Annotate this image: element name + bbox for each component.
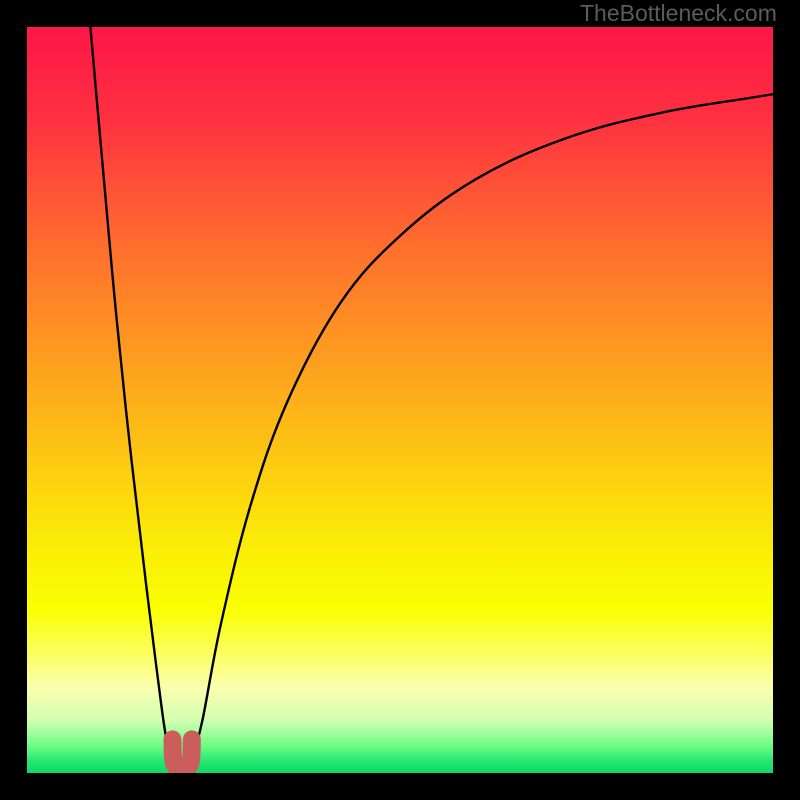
plot-background	[27, 27, 773, 773]
watermark-label: TheBottleneck.com	[580, 0, 777, 27]
bottleneck-chart	[0, 0, 800, 800]
chart-outer-frame	[0, 0, 800, 800]
